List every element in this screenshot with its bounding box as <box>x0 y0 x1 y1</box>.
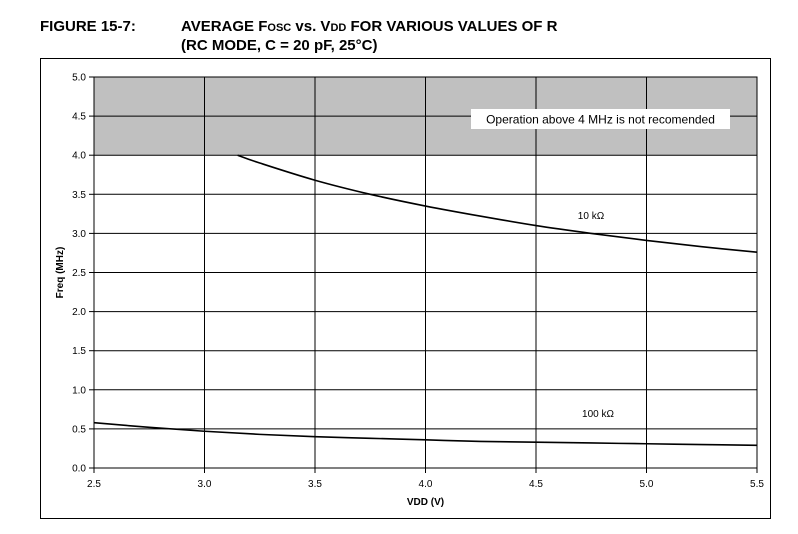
x-tick-label: 4.0 <box>419 479 433 490</box>
y-tick-label: 2.0 <box>72 307 86 318</box>
figure-title-line1: AVERAGE FOSC vs. VDD FOR VARIOUS VALUES … <box>181 18 558 35</box>
x-tick-label: 5.0 <box>640 479 654 490</box>
x-tick-label: 5.5 <box>750 479 764 490</box>
y-tick-label: 3.5 <box>72 190 86 201</box>
annotation-box <box>471 109 730 129</box>
x-tick-label: 4.5 <box>529 479 543 490</box>
y-tick-label: 1.5 <box>72 346 86 357</box>
x-axis-label: VDD (V) <box>407 497 444 508</box>
series-curve-1 <box>93 421 758 447</box>
series-label-100k: 100 kΩ <box>582 409 614 420</box>
y-axis-label: Freq (MHz) <box>55 247 66 299</box>
y-tick-label: 2.5 <box>72 268 86 279</box>
y-tick-label: 5.0 <box>72 73 86 84</box>
figure-title: AVERAGE FOSC vs. VDD FOR VARIOUS VALUES … <box>181 18 557 55</box>
x-tick-label: 2.5 <box>87 479 101 490</box>
y-tick-label: 4.0 <box>72 151 86 162</box>
plot-area-border <box>93 76 758 469</box>
series-label-10k: 10 kΩ <box>578 211 605 222</box>
x-tick-label: 3.0 <box>198 479 212 490</box>
series-curve-0 <box>237 154 758 253</box>
x-tick-label: 3.5 <box>308 479 322 490</box>
figure-label: FIGURE 15-7: <box>40 18 136 35</box>
figure-title-line2: (RC MODE, C = 20 pF, 25°C) <box>181 37 378 54</box>
annotation-text: Operation above 4 MHz is not recomended <box>486 113 715 127</box>
y-tick-label: 0.5 <box>72 424 86 435</box>
y-tick-label: 3.0 <box>72 229 86 240</box>
y-tick-label: 0.0 <box>72 464 86 475</box>
chart-frame <box>40 58 771 519</box>
y-tick-label: 4.5 <box>72 112 86 123</box>
y-tick-label: 1.0 <box>72 385 86 396</box>
